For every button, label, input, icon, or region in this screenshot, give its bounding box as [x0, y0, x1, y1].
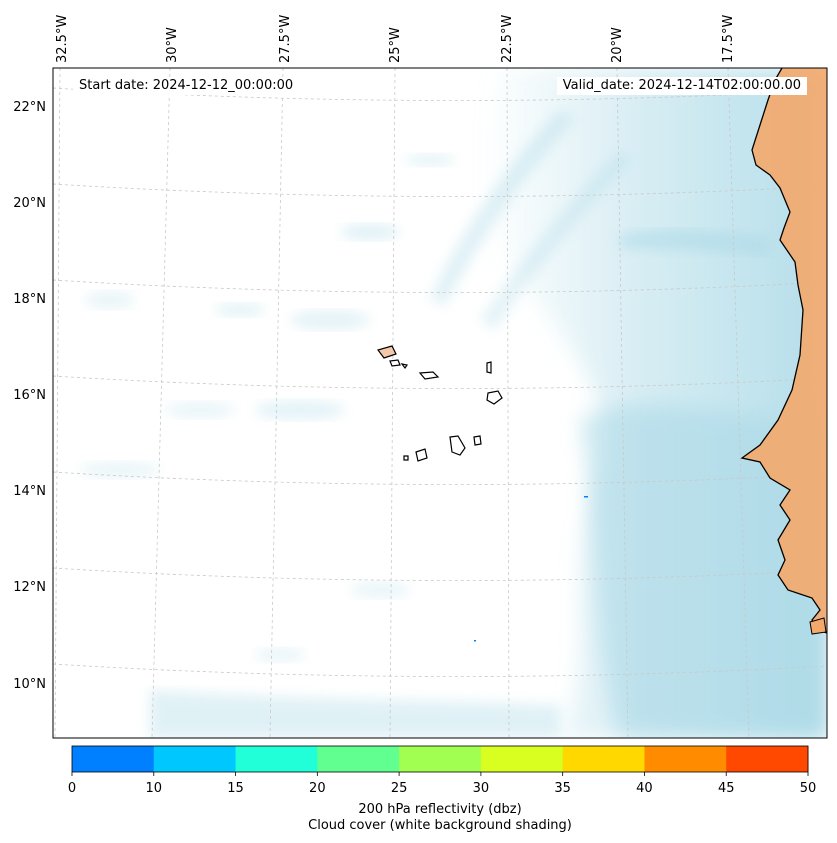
- colorbar-swatch: [72, 746, 155, 772]
- colorbar-swatch: [644, 746, 727, 772]
- map-frame: [52, 67, 828, 739]
- colorbar-tick-label: 0: [68, 781, 76, 796]
- colorbar-tick-label: 50: [800, 781, 817, 796]
- colorbar-tick-label: 30: [473, 781, 490, 796]
- colorbar-label-reflectivity: 200 hPa reflectivity (dbz): [358, 802, 522, 817]
- colorbar-swatch: [399, 746, 482, 772]
- lon-label: 20°W: [610, 27, 625, 63]
- colorbar-swatch: [726, 746, 809, 772]
- colorbar-tick-label: 35: [554, 781, 571, 796]
- colorbar-swatch: [317, 746, 400, 772]
- lat-label: 14°N: [13, 484, 46, 499]
- colorbar-tick-label: 20: [309, 781, 326, 796]
- cloud-cover-layer: [80, 68, 827, 738]
- lon-label: 17.5°W: [721, 15, 736, 63]
- lon-label: 32.5°W: [55, 15, 70, 63]
- latitude-labels: 22°N 20°N 18°N 16°N 14°N 12°N 10°N: [13, 100, 46, 692]
- colorbar-swatch: [480, 746, 564, 772]
- africa-coast: [740, 68, 827, 738]
- colorbar-swatch: [562, 746, 645, 772]
- colorbar-tick-label: 10: [146, 781, 163, 796]
- colorbar-tick-label: 40: [636, 781, 653, 796]
- lon-label: 22.5°W: [500, 15, 515, 63]
- lon-label: 27.5°W: [278, 15, 293, 63]
- longitude-labels: 32.5°W 30°W 27.5°W 25°W 22.5°W 20°W 17.5…: [55, 15, 736, 63]
- lat-label: 18°N: [13, 292, 46, 307]
- colorbar-tick-label: 15: [227, 781, 244, 796]
- lat-label: 16°N: [13, 388, 46, 403]
- valid-date-label: Valid_date: 2024-12-14T02:00:00.00: [556, 77, 807, 95]
- lat-label: 22°N: [13, 100, 46, 115]
- colorbar-swatch: [153, 746, 237, 772]
- colorbar-tick-label: 25: [391, 781, 408, 796]
- cape-verde-islands: [376, 345, 503, 462]
- reflectivity-speck: [584, 496, 588, 498]
- colorbar-label-cloud-cover: Cloud cover (white background shading): [308, 818, 572, 833]
- reflectivity-speck: [474, 640, 476, 642]
- colorbar: 0 10 15 20 25 30 35 40 45 50: [68, 745, 817, 796]
- lat-label: 12°N: [13, 580, 46, 595]
- lon-label: 30°W: [165, 27, 180, 63]
- colorbar-tick-label: 45: [718, 781, 735, 796]
- lat-label: 10°N: [13, 677, 46, 692]
- lon-label: 25°W: [388, 27, 403, 63]
- lat-label: 20°N: [13, 196, 46, 211]
- colorbar-swatch: [235, 746, 318, 772]
- start-date-label: Start date: 2024-12-12_00:00:00: [73, 77, 300, 95]
